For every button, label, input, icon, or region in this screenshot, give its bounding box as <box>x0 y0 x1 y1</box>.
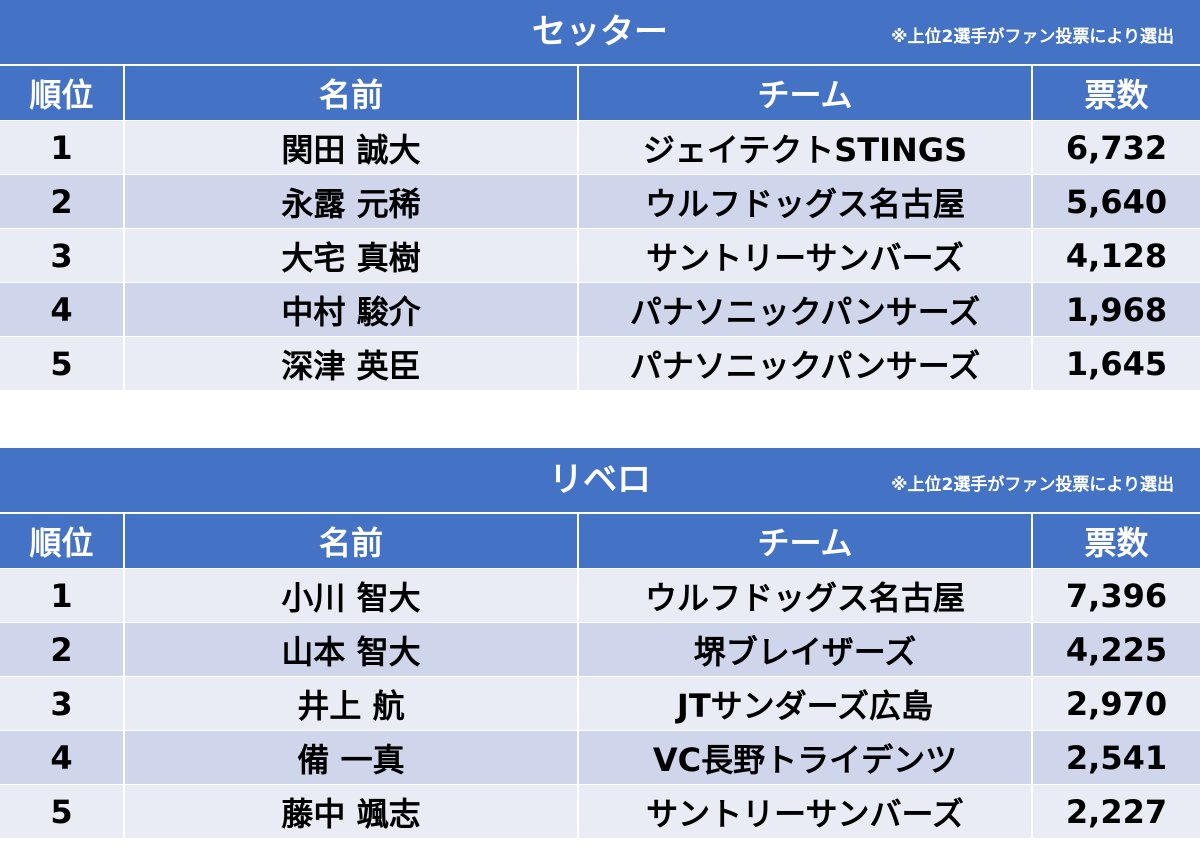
votes-cell: 2,227 <box>1032 784 1200 838</box>
team-cell: ウルフドッグス名古屋 <box>578 568 1033 623</box>
table-row: 5 藤中 颯志 サントリーサンバーズ 2,227 <box>0 784 1200 838</box>
votes-header: 票数 <box>1032 66 1200 121</box>
rank-cell: 4 <box>0 282 125 337</box>
name-cell: 永露 元稀 <box>124 174 579 229</box>
name-header: 名前 <box>124 514 579 569</box>
setter-header-row: 順位 名前 チーム 票数 <box>0 66 1200 121</box>
team-cell: パナソニックパンサーズ <box>578 336 1033 390</box>
libero-section: リベロ ※上位2選手がファン投票により選出 順位 名前 チーム 票数 1 小川 … <box>0 448 1200 838</box>
rank-header: 順位 <box>0 66 125 121</box>
setter-section: セッター ※上位2選手がファン投票により選出 順位 名前 チーム 票数 1 関田… <box>0 0 1200 390</box>
table-row: 3 大宅 真樹 サントリーサンバーズ 4,128 <box>0 228 1200 283</box>
table-row: 4 中村 駿介 パナソニックパンサーズ 1,968 <box>0 282 1200 337</box>
name-cell: 関田 誠大 <box>124 120 579 175</box>
name-cell: 深津 英臣 <box>124 336 579 390</box>
table-row: 3 井上 航 JTサンダーズ広島 2,970 <box>0 676 1200 731</box>
votes-cell: 1,645 <box>1032 336 1200 390</box>
team-cell: VC長野トライデンツ <box>578 730 1033 785</box>
team-cell: ジェイテクトSTINGS <box>578 120 1033 175</box>
votes-cell: 4,128 <box>1032 228 1200 283</box>
rank-cell: 1 <box>0 568 125 623</box>
rank-cell: 3 <box>0 676 125 731</box>
name-header: 名前 <box>124 66 579 121</box>
table-row: 1 小川 智大 ウルフドッグス名古屋 7,396 <box>0 568 1200 623</box>
name-cell: 大宅 真樹 <box>124 228 579 283</box>
libero-header-row: 順位 名前 チーム 票数 <box>0 514 1200 569</box>
table-row: 5 深津 英臣 パナソニックパンサーズ 1,645 <box>0 336 1200 390</box>
rank-cell: 4 <box>0 730 125 785</box>
libero-title: リベロ <box>549 460 651 500</box>
libero-note: ※上位2選手がファン投票により選出 <box>890 475 1174 495</box>
votes-cell: 2,970 <box>1032 676 1200 731</box>
team-cell: サントリーサンバーズ <box>578 784 1033 838</box>
table-row: 1 関田 誠大 ジェイテクトSTINGS 6,732 <box>0 120 1200 175</box>
votes-cell: 1,968 <box>1032 282 1200 337</box>
name-cell: 藤中 颯志 <box>124 784 579 838</box>
rank-cell: 2 <box>0 174 125 229</box>
name-cell: 中村 駿介 <box>124 282 579 337</box>
team-cell: サントリーサンバーズ <box>578 228 1033 283</box>
votes-cell: 7,396 <box>1032 568 1200 623</box>
libero-table: 順位 名前 チーム 票数 1 小川 智大 ウルフドッグス名古屋 7,396 2 … <box>0 514 1200 838</box>
rank-cell: 1 <box>0 120 125 175</box>
votes-cell: 5,640 <box>1032 174 1200 229</box>
rank-cell: 5 <box>0 336 125 390</box>
name-cell: 山本 智大 <box>124 622 579 677</box>
table-row: 2 山本 智大 堺ブレイザーズ 4,225 <box>0 622 1200 677</box>
team-cell: ウルフドッグス名古屋 <box>578 174 1033 229</box>
setter-table: 順位 名前 チーム 票数 1 関田 誠大 ジェイテクトSTINGS 6,732 … <box>0 66 1200 390</box>
votes-cell: 4,225 <box>1032 622 1200 677</box>
setter-note: ※上位2選手がファン投票により選出 <box>890 27 1174 47</box>
name-cell: 井上 航 <box>124 676 579 731</box>
team-header: チーム <box>578 66 1033 121</box>
table-row: 4 備 一真 VC長野トライデンツ 2,541 <box>0 730 1200 785</box>
rank-cell: 3 <box>0 228 125 283</box>
votes-cell: 6,732 <box>1032 120 1200 175</box>
name-cell: 備 一真 <box>124 730 579 785</box>
team-cell: JTサンダーズ広島 <box>578 676 1033 731</box>
table-row: 2 永露 元稀 ウルフドッグス名古屋 5,640 <box>0 174 1200 229</box>
setter-title: セッター <box>532 12 668 52</box>
setter-title-bar: セッター ※上位2選手がファン投票により選出 <box>0 0 1200 66</box>
team-cell: 堺ブレイザーズ <box>578 622 1033 677</box>
votes-cell: 2,541 <box>1032 730 1200 785</box>
name-cell: 小川 智大 <box>124 568 579 623</box>
rank-cell: 5 <box>0 784 125 838</box>
team-cell: パナソニックパンサーズ <box>578 282 1033 337</box>
votes-header: 票数 <box>1032 514 1200 569</box>
rank-header: 順位 <box>0 514 125 569</box>
team-header: チーム <box>578 514 1033 569</box>
libero-title-bar: リベロ ※上位2選手がファン投票により選出 <box>0 448 1200 514</box>
rank-cell: 2 <box>0 622 125 677</box>
